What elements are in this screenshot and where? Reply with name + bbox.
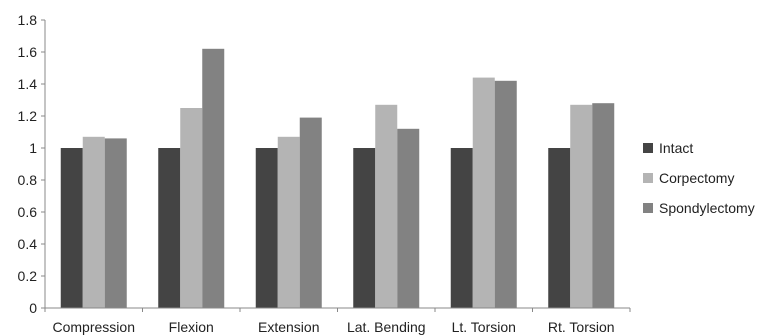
y-tick-label: 0.2 [18,268,38,284]
y-tick-label: 1.8 [18,12,38,28]
x-category-label: Extension [258,319,319,335]
bar-intact-2 [255,148,278,308]
x-category-label: Lt. Torsion [452,319,516,335]
bar-intact-0 [60,148,83,308]
bar-corpectomy-0 [82,136,105,308]
x-category-label: Lat. Bending [347,319,426,335]
y-tick-label: 0 [29,300,37,316]
x-axis: Compression Flexion Extension Lat. Bending L… [44,307,631,335]
bar-spondylectomy-2 [299,117,322,308]
legend-swatch-corpectomy [643,173,653,183]
legend-swatch-spondylectomy [643,203,653,213]
bar-spondylectomy-3 [397,128,420,308]
bar-corpectomy-3 [375,104,398,308]
y-tick-label: 0.6 [18,204,38,220]
legend-swatch-intact [643,143,653,153]
y-tick-label: 1.6 [18,44,38,60]
x-category-label: Rt. Torsion [548,319,615,335]
bar-spondylectomy-4 [494,80,517,308]
bar-spondylectomy-0 [104,138,127,308]
legend-label-intact: Intact [659,140,693,156]
bar-corpectomy-1 [180,108,203,308]
bar-intact-1 [158,148,181,308]
legend-label-corpectomy: Corpectomy [659,170,734,186]
y-tick-label: 0.4 [18,236,38,252]
y-tick-label: 1.2 [18,108,38,124]
bar-intact-3 [353,148,376,308]
y-axis: 0 0.2 0.4 0.6 0.8 1 1.2 1.4 1.6 1.8 [18,12,46,316]
x-category-label: Flexion [169,319,214,335]
y-tick-label: 1.4 [18,76,38,92]
legend-label-spondylectomy: Spondylectomy [659,200,755,216]
bar-corpectomy-4 [472,77,495,308]
x-category-label: Compression [53,319,135,335]
bars [60,48,615,309]
bar-spondylectomy-1 [202,48,225,309]
bar-spondylectomy-5 [592,103,615,308]
bar-corpectomy-5 [570,104,593,308]
bar-intact-4 [450,148,473,308]
y-tick-label: 0.8 [18,172,38,188]
bar-corpectomy-2 [277,136,300,308]
bar-intact-5 [548,148,571,308]
legend: Intact Corpectomy Spondylectomy [643,140,755,216]
y-tick-label: 1 [29,140,37,156]
